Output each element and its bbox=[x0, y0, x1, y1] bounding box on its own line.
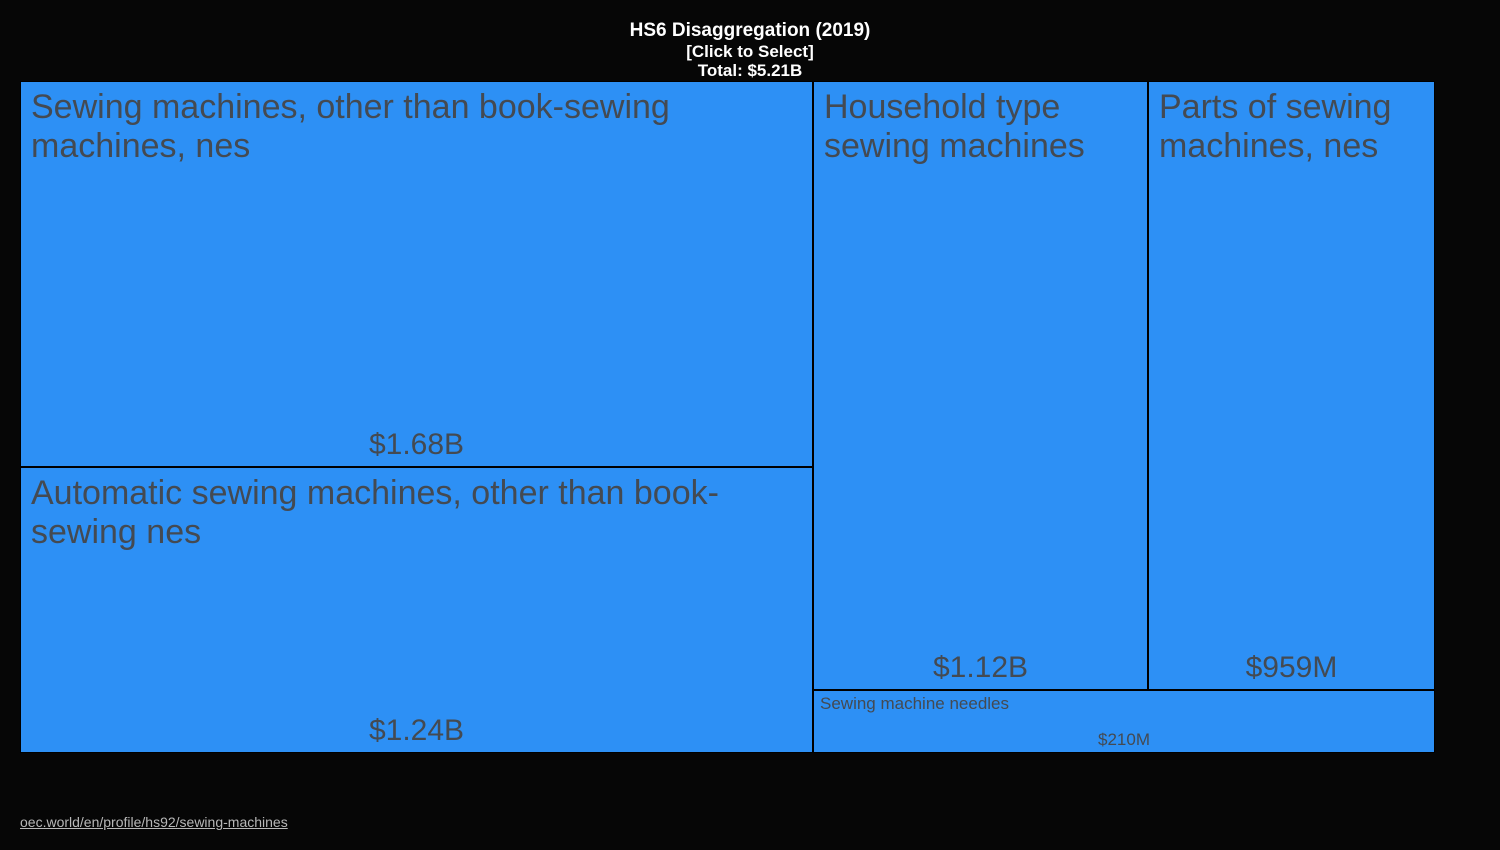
treemap-cell-label: Sewing machines, other than book-sewing … bbox=[21, 82, 812, 166]
source-link[interactable]: oec.world/en/profile/hs92/sewing-machine… bbox=[20, 814, 288, 830]
treemap-cell-automatic[interactable]: Automatic sewing machines, other than bo… bbox=[20, 467, 813, 753]
treemap-cell-household[interactable]: Household type sewing machines $1.12B bbox=[813, 81, 1148, 690]
treemap-cell-value: $1.68B bbox=[21, 428, 812, 462]
treemap-container: Sewing machines, other than book-sewing … bbox=[20, 81, 1435, 753]
treemap-cell-needles[interactable]: Sewing machine needles $210M bbox=[813, 690, 1435, 753]
treemap-cell-sewing-other[interactable]: Sewing machines, other than book-sewing … bbox=[20, 81, 813, 467]
chart-total: Total: $5.21B bbox=[0, 61, 1500, 81]
treemap-cell-label: Parts of sewing machines, nes bbox=[1149, 82, 1434, 166]
treemap-cell-value: $210M bbox=[814, 730, 1434, 750]
treemap-cell-value: $1.12B bbox=[814, 651, 1147, 685]
chart-subtitle[interactable]: [Click to Select] bbox=[0, 42, 1500, 62]
treemap-cell-label: Household type sewing machines bbox=[814, 82, 1147, 166]
treemap-cell-value: $1.24B bbox=[21, 714, 812, 748]
treemap-cell-value: $959M bbox=[1149, 651, 1434, 685]
treemap-cell-parts[interactable]: Parts of sewing machines, nes $959M bbox=[1148, 81, 1435, 690]
chart-title: HS6 Disaggregation (2019) bbox=[0, 20, 1500, 42]
chart-header: HS6 Disaggregation (2019) [Click to Sele… bbox=[0, 0, 1500, 81]
treemap-cell-label: Sewing machine needles bbox=[814, 691, 1434, 714]
treemap-cell-label: Automatic sewing machines, other than bo… bbox=[21, 468, 812, 552]
